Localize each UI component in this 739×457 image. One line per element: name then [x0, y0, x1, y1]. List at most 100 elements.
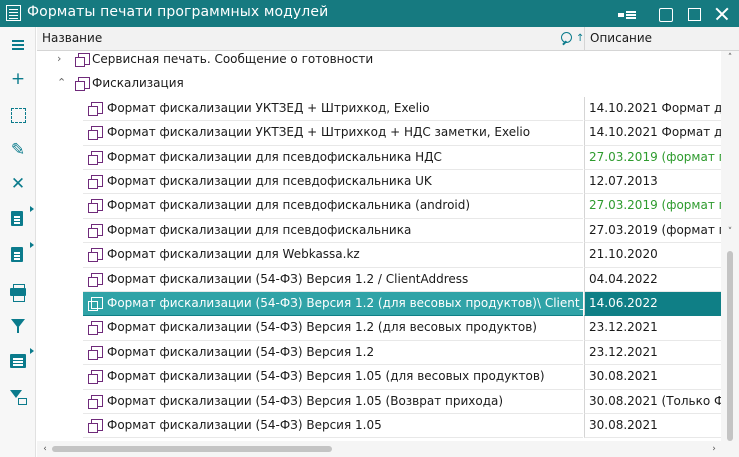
format-description: 30.08.2021 — [589, 418, 658, 432]
cell-name[interactable]: Формат фискализации для псевдофискальник… — [83, 194, 583, 219]
table-row[interactable]: Формат фискализации для Webkassa.kz 21.10… — [37, 243, 721, 268]
print-format-icon — [88, 321, 103, 336]
format-description: 27.03.2019 (формат под — [589, 149, 721, 164]
maximize-button[interactable] — [683, 3, 705, 25]
add-icon[interactable]: + — [10, 69, 26, 89]
vertical-scrollbar[interactable]: ˄ ˅ — [721, 51, 739, 441]
filter-icon[interactable] — [7, 315, 29, 337]
format-description: 14.10.2021 Формат для п — [589, 100, 721, 115]
cell-description[interactable]: 27.03.2019 (формат под — [584, 145, 721, 170]
table-row[interactable]: Формат фискализации УКТЗЕД + Штрихкод + … — [37, 121, 721, 146]
table-row[interactable]: Формат фискализации для псевдофискальник… — [37, 218, 721, 244]
cell-description[interactable]: 23.12.2021 — [584, 316, 721, 341]
table-row[interactable]: Формат фискализации для псевдофискальник… — [37, 170, 721, 195]
print-format-icon — [88, 272, 103, 287]
edit-icon[interactable]: ✎ — [10, 140, 26, 160]
format-description: 30.08.2021 (Только ФР А — [589, 393, 721, 408]
cell-description[interactable]: 21.10.2020 — [584, 243, 721, 268]
close-button[interactable] — [711, 3, 733, 25]
cell-description[interactable]: 30.08.2021 (Только ФР А — [584, 389, 721, 414]
table-row[interactable]: Формат фискализации (54-ФЗ) Версия 1.2 (… — [37, 292, 721, 317]
format-name: Формат фискализации УКТЗЕД + Штрихкод, E… — [107, 100, 430, 115]
format-group-icon — [75, 77, 90, 92]
cell-name[interactable]: Формат фискализации УКТЗЕД + Штрихкод, E… — [83, 97, 583, 122]
filter-check-icon[interactable] — [7, 386, 29, 408]
delete-icon[interactable]: ✕ — [10, 174, 26, 194]
cell-name[interactable]: Формат фискализации для псевдофискальник… — [83, 219, 583, 244]
cell-description[interactable]: 12.07.2013 — [584, 170, 721, 195]
cell-name[interactable]: Формат фискализации (54-ФЗ) Версия 1.2 (… — [83, 292, 633, 317]
print-format-icon — [88, 297, 103, 311]
cell-name[interactable]: Формат фискализации (54-ФЗ) Версия 1.2 — [83, 341, 583, 366]
list-icon[interactable] — [7, 348, 34, 372]
print-icon[interactable] — [7, 281, 29, 303]
cell-description[interactable]: 23.12.2021 — [584, 340, 721, 366]
cell-name[interactable]: Формат фискализации (54-ФЗ) Версия 1.05 … — [83, 390, 583, 414]
print-format-icon — [88, 199, 103, 214]
formats-grid: Название ↑ Описание › Сервисная печать. … — [37, 27, 739, 457]
cell-description[interactable]: 14.10.2021 Формат для п — [584, 96, 721, 122]
cell-name[interactable]: Формат фискализации для Webkassa.kz — [83, 243, 583, 268]
print-format-icon — [88, 419, 103, 433]
cell-name[interactable]: Формат фискализации (54-ФЗ) Версия 1.05 … — [83, 365, 583, 390]
cell-description[interactable]: 30.08.2021 — [584, 365, 721, 390]
cell-name[interactable]: Формат фискализации (54-ФЗ) Версия 1.2 /… — [83, 268, 583, 292]
format-description: 14.06.2022 — [589, 296, 658, 310]
cell-name[interactable]: Формат фискализации для псевдофискальник… — [83, 170, 583, 195]
open-doc-icon[interactable] — [7, 206, 34, 230]
cell-description[interactable]: 27.03.2019 (формат под — [584, 194, 721, 219]
cell-name[interactable]: Формат фискализации УКТЗЕД + Штрихкод + … — [83, 121, 583, 146]
format-description: 23.12.2021 — [589, 344, 658, 359]
group-row[interactable]: › Сервисная печать. Сообщение о готовнос… — [37, 51, 721, 72]
cell-description[interactable]: 14.06.2022 — [584, 292, 721, 317]
group-row[interactable]: ⌃ Фискализация — [37, 72, 721, 96]
scroll-right-icon[interactable]: › — [712, 444, 716, 454]
submenu-arrow-icon — [30, 206, 34, 212]
cell-name[interactable]: Формат фискализации (54-ФЗ) Версия 1.05 — [83, 414, 583, 439]
format-name: Формат фискализации (54-ФЗ) Версия 1.2 (… — [107, 296, 634, 310]
table-row[interactable]: Формат фискализации (54-ФЗ) Версия 1.2 23… — [37, 340, 721, 366]
table-row[interactable]: Формат фискализации УКТЗЕД + Штрихкод, E… — [37, 96, 721, 122]
format-name: Формат фискализации для псевдофискальник… — [107, 222, 412, 237]
select-icon[interactable] — [7, 104, 29, 126]
column-header-description[interactable]: Описание — [590, 31, 653, 45]
window-menu-button[interactable] — [617, 3, 639, 25]
submenu-arrow-icon — [30, 348, 34, 354]
table-row[interactable]: Формат фискализации (54-ФЗ) Версия 1.2 /… — [37, 267, 721, 292]
cell-name[interactable]: Формат фискализации для псевдофискальник… — [83, 146, 583, 170]
table-row[interactable]: Формат фискализации (54-ФЗ) Версия 1.05 3… — [37, 414, 721, 439]
table-row[interactable]: Формат фискализации для псевдофискальник… — [37, 194, 721, 219]
search-icon[interactable] — [561, 32, 575, 46]
format-name: Формат фискализации (54-ФЗ) Версия 1.2 — [107, 344, 375, 359]
scroll-down-icon[interactable]: ˅ — [727, 227, 733, 237]
table-row[interactable]: Формат фискализации (54-ФЗ) Версия 1.2 (… — [37, 316, 721, 341]
format-description: 27.03.2019 (формат под — [589, 198, 721, 213]
cell-description[interactable]: 30.08.2021 — [584, 414, 721, 439]
format-name: Формат фискализации УКТЗЕД + Штрихкод + … — [107, 125, 531, 140]
menu-icon[interactable] — [7, 33, 29, 55]
scrollbar-thumb[interactable] — [52, 446, 332, 452]
table-row[interactable]: Формат фискализации (54-ФЗ) Версия 1.05 … — [37, 389, 721, 414]
cell-description[interactable]: 14.10.2021 Формат для п — [584, 121, 721, 146]
cell-name[interactable]: Формат фискализации (54-ФЗ) Версия 1.2 (… — [83, 316, 583, 341]
scrollbar-thumb[interactable] — [727, 251, 733, 441]
cell-description[interactable]: 27.03.2019 (формат под — [584, 218, 721, 244]
format-description: 04.04.2022 — [589, 271, 658, 286]
doc-settings-icon[interactable] — [7, 242, 34, 266]
window-title: Форматы печати программных модулей — [27, 4, 329, 20]
scroll-left-icon[interactable]: ‹ — [43, 444, 47, 454]
format-name: Формат фискализации для псевдофискальник… — [107, 174, 432, 188]
chevron-right-icon[interactable]: › — [57, 52, 62, 65]
caret-down-icon — [618, 13, 624, 17]
table-row[interactable]: Формат фискализации для псевдофискальник… — [37, 145, 721, 170]
horizontal-scrollbar[interactable]: ‹ › — [37, 441, 739, 457]
print-format-icon — [88, 150, 103, 165]
sort-icon[interactable]: ↑ — [576, 33, 585, 44]
chevron-up-icon[interactable]: ⌃ — [57, 76, 67, 90]
scroll-up-icon[interactable]: ˄ — [727, 53, 733, 63]
table-row[interactable]: Формат фискализации (54-ФЗ) Версия 1.05 … — [37, 365, 721, 390]
cell-description[interactable]: 04.04.2022 — [584, 267, 721, 292]
column-header-name[interactable]: Название — [42, 31, 103, 45]
restore-button[interactable] — [655, 3, 677, 25]
format-name: Формат фискализации (54-ФЗ) Версия 1.05 … — [107, 369, 545, 384]
